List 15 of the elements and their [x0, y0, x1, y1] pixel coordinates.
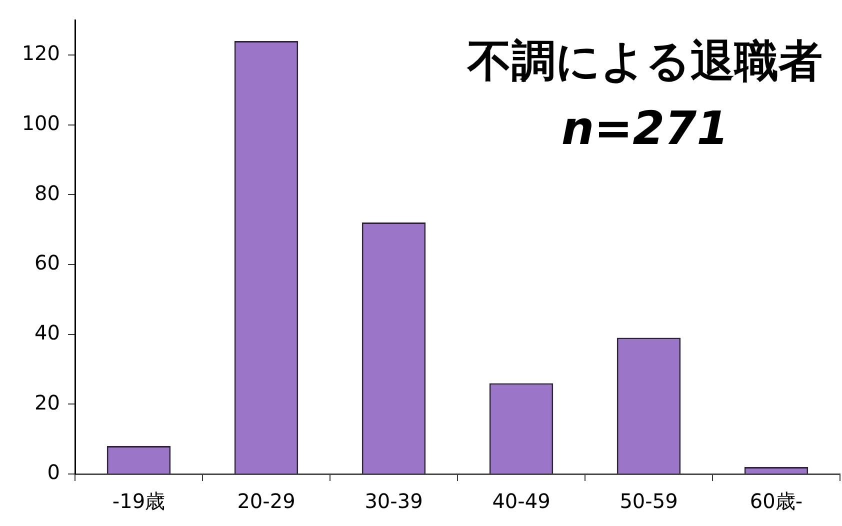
x-tick-label: 20-29: [237, 489, 296, 514]
y-tick-label: 60: [34, 250, 60, 275]
text: n=271: [560, 100, 730, 156]
y-tick-label: 0: [47, 460, 60, 484]
y-tick-label: 80: [34, 180, 60, 205]
x-tick-label: 40-49: [492, 489, 550, 514]
y-tick-label: 100: [22, 110, 60, 135]
x-tick-label: 60歳-: [750, 489, 803, 514]
y-tick-label: 120: [22, 41, 60, 66]
x-tick-label: -19歳: [112, 489, 166, 514]
x-tick-label: 30-39: [364, 489, 423, 514]
y-tick-label: 40: [34, 320, 60, 345]
y-tick-label: 20: [34, 390, 60, 414]
chart-title: 不調による退職者: [466, 35, 824, 89]
x-tick-label: 50-59: [620, 489, 678, 514]
